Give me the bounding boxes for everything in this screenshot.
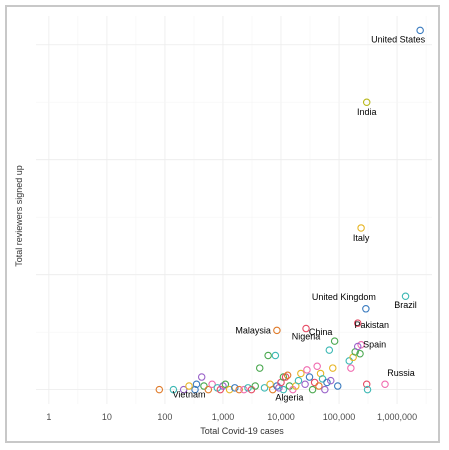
data-point — [362, 380, 371, 388]
point-label: Russia — [387, 368, 415, 378]
data-point — [333, 382, 342, 390]
data-point — [169, 385, 178, 394]
x-tick-label: 10 — [102, 412, 112, 422]
x-tick-labels: 1 10 100 1,000 10,000 100,000 1,000,000 — [46, 412, 417, 422]
chart-frame — [5, 5, 440, 443]
data-point — [185, 382, 193, 390]
data-point — [310, 378, 319, 387]
x-tick-label: 1,000 — [212, 412, 235, 422]
data-point — [416, 26, 424, 35]
data-point — [244, 384, 252, 392]
data-point — [294, 376, 303, 385]
data-points — [155, 26, 424, 394]
point-label: Brazil — [394, 300, 417, 310]
data-point — [353, 319, 362, 327]
data-point — [271, 351, 280, 360]
data-point — [303, 366, 311, 374]
point-label: Italy — [353, 233, 370, 243]
point-label: Pakistan — [354, 320, 389, 330]
data-point — [356, 349, 364, 358]
point-label: Malaysia — [235, 325, 271, 335]
data-point — [302, 324, 310, 333]
data-point — [357, 224, 365, 232]
data-point — [318, 375, 327, 383]
data-point — [179, 385, 188, 394]
data-point — [225, 385, 234, 394]
data-point — [251, 382, 260, 390]
data-point — [240, 385, 248, 394]
data-point — [362, 305, 370, 313]
data-point — [192, 380, 201, 388]
data-point — [353, 342, 362, 351]
data-point — [308, 385, 317, 394]
data-point — [330, 337, 339, 345]
data-point — [301, 380, 309, 388]
data-point — [345, 357, 353, 365]
point-label: China — [309, 327, 333, 337]
data-point — [329, 364, 337, 372]
data-point — [401, 292, 410, 300]
data-point — [363, 385, 372, 394]
point-label: Spain — [363, 340, 386, 350]
data-point — [347, 364, 355, 372]
data-point — [283, 371, 292, 380]
data-point — [197, 373, 206, 381]
data-point — [231, 384, 239, 392]
data-point — [221, 380, 230, 388]
point-label: United Kingdom — [312, 292, 376, 302]
data-point — [260, 384, 269, 392]
data-point — [191, 385, 199, 394]
y-axis-title: Total reviewers signed up — [14, 165, 24, 267]
point-label: Algeria — [275, 393, 303, 403]
data-point — [204, 385, 213, 394]
data-point — [315, 382, 323, 390]
data-point — [264, 351, 272, 360]
data-point — [279, 385, 288, 394]
data-point — [313, 362, 321, 371]
data-point — [327, 376, 335, 385]
data-point — [323, 378, 331, 387]
x-tick-label: 1,000,000 — [377, 412, 417, 422]
data-point — [279, 373, 288, 381]
data-point — [305, 373, 314, 381]
data-point — [297, 369, 305, 378]
x-tick-label: 1 — [46, 412, 51, 422]
data-point — [208, 380, 216, 388]
point-label: United States — [371, 34, 426, 44]
x-tick-label: 100,000 — [323, 412, 356, 422]
data-point — [362, 98, 371, 106]
x-tick-label: 10,000 — [267, 412, 295, 422]
data-point — [235, 385, 243, 394]
data-point — [273, 326, 281, 335]
point-label: India — [357, 107, 377, 117]
data-point — [155, 385, 164, 394]
data-point — [200, 382, 208, 390]
x-tick-label: 100 — [157, 412, 172, 422]
point-labels: United States India Italy Brazil United King… — [173, 34, 426, 402]
data-point — [325, 346, 334, 354]
grid — [36, 16, 432, 404]
data-point — [381, 380, 389, 388]
x-axis-title: Total Covid-19 cases — [200, 426, 284, 436]
data-point — [281, 373, 290, 381]
point-label: Nigeria — [292, 332, 321, 342]
point-label: Vietnam — [173, 390, 206, 400]
data-point — [321, 385, 329, 394]
data-point — [255, 364, 264, 372]
